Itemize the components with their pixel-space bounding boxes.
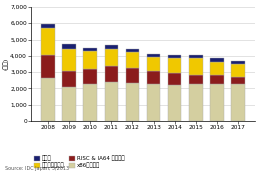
- Bar: [105, 48, 118, 66]
- Bar: [147, 71, 160, 84]
- Bar: [105, 45, 118, 48]
- Bar: [210, 58, 224, 62]
- Bar: [62, 48, 76, 71]
- Bar: [83, 69, 97, 84]
- Bar: [105, 66, 118, 82]
- Bar: [62, 71, 76, 87]
- Bar: [126, 83, 139, 121]
- Bar: [126, 68, 139, 83]
- Bar: [147, 57, 160, 71]
- Bar: [147, 54, 160, 57]
- Legend: その他, メインフレーム, RISC & IA64 サーバー, x86サーバー: その他, メインフレーム, RISC & IA64 サーバー, x86サーバー: [34, 156, 124, 169]
- Bar: [62, 44, 76, 48]
- Bar: [147, 84, 160, 121]
- Bar: [168, 58, 181, 73]
- Bar: [62, 87, 76, 121]
- Bar: [126, 48, 139, 52]
- Bar: [231, 64, 245, 77]
- Bar: [210, 75, 224, 84]
- Bar: [105, 82, 118, 121]
- Bar: [168, 73, 181, 85]
- Bar: [231, 61, 245, 64]
- Bar: [168, 85, 181, 121]
- Bar: [41, 55, 55, 78]
- Bar: [126, 52, 139, 68]
- Text: Source: IDC Japan, 5/2013: Source: IDC Japan, 5/2013: [5, 166, 69, 171]
- Bar: [231, 84, 245, 121]
- Bar: [41, 24, 55, 28]
- Bar: [189, 55, 203, 58]
- Bar: [231, 77, 245, 84]
- Bar: [41, 78, 55, 121]
- Bar: [210, 62, 224, 75]
- Bar: [189, 75, 203, 84]
- Bar: [83, 84, 97, 121]
- Bar: [189, 84, 203, 121]
- Bar: [41, 28, 55, 55]
- Bar: [83, 51, 97, 69]
- Bar: [83, 48, 97, 51]
- Bar: [168, 55, 181, 58]
- Bar: [210, 84, 224, 121]
- Bar: [189, 58, 203, 75]
- Y-axis label: (億円): (億円): [3, 58, 9, 70]
